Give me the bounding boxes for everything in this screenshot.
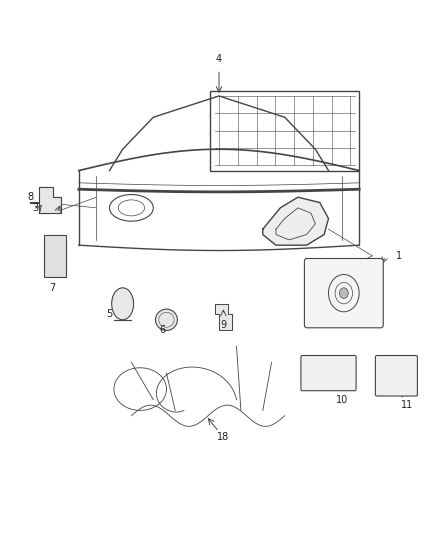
Text: 6: 6 [159,326,165,335]
Text: 7: 7 [49,283,56,293]
Text: 11: 11 [401,400,413,410]
FancyBboxPatch shape [304,259,383,328]
Text: 1: 1 [396,251,402,261]
FancyBboxPatch shape [375,356,417,396]
Text: 8: 8 [28,192,34,202]
Bar [44,235,66,277]
Ellipse shape [155,309,177,330]
FancyBboxPatch shape [301,356,356,391]
Bar [210,91,359,171]
Text: 18: 18 [217,432,230,442]
Polygon shape [39,187,61,213]
Polygon shape [215,304,232,330]
Text: 5: 5 [106,310,113,319]
Text: 3: 3 [32,203,38,213]
Text: 10: 10 [336,395,348,405]
Text: 9: 9 [220,320,226,330]
Ellipse shape [112,288,134,320]
Text: 4: 4 [216,54,222,63]
Polygon shape [263,197,328,245]
Ellipse shape [339,288,348,298]
